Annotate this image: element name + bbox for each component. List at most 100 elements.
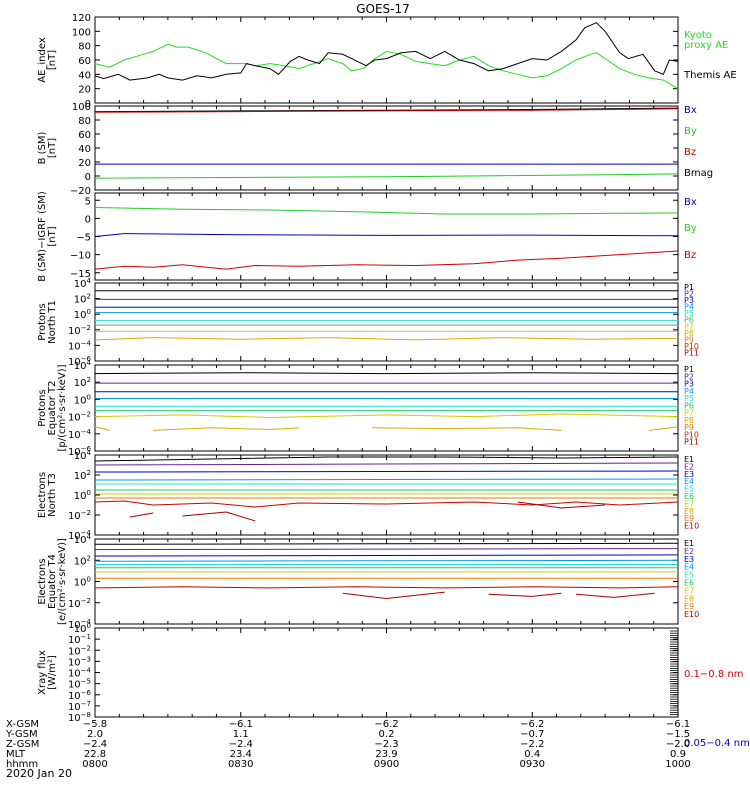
- xaxis-tick-value: 0900: [374, 759, 399, 770]
- ytick-label-bsm: 60: [78, 130, 91, 141]
- legend-en-e9: E9: [684, 514, 694, 523]
- legend-ee-e1: E1: [684, 539, 694, 548]
- xaxis-tick-value: 0.4: [524, 749, 540, 760]
- xaxis-row-label: MLT: [6, 749, 26, 760]
- ytick-label-xray: 10−8: [68, 711, 91, 724]
- legend-ee-e5: E5: [684, 571, 694, 580]
- xaxis-tick-value: 23.9: [375, 749, 397, 760]
- legend-ee-e8: E8: [684, 594, 694, 603]
- panel-frame-ae: [94, 16, 679, 104]
- legend-pe-p1: P1: [684, 365, 694, 374]
- xaxis-tick-value: 22.8: [84, 749, 106, 760]
- xaxis-tick-value: 0800: [82, 759, 107, 770]
- legend-en-e1: E1: [684, 455, 694, 464]
- series-en-e3: [94, 470, 679, 473]
- ylabel-bigrf: [nT]: [47, 226, 58, 246]
- legend-ee-e4: E4: [684, 563, 694, 572]
- legend-en-e10: E10: [684, 522, 699, 531]
- date-label: 2020 Jan 20: [6, 767, 72, 780]
- series-ae-kyoto-proxy-ae: [94, 43, 679, 90]
- legend-ee-e7: E7: [684, 586, 694, 595]
- ylabel-ae: AE_index: [37, 37, 48, 83]
- series-ee-e10c: [575, 592, 655, 598]
- panel-frame-ee: [94, 538, 679, 625]
- ytick-label-ee: 104: [74, 533, 92, 546]
- series-pn-p8: [94, 337, 679, 341]
- legend-pe-p11: P11: [684, 438, 699, 447]
- ytick-label-ae: 120: [72, 13, 91, 24]
- legend-pe-p8: P8: [684, 416, 694, 425]
- legend-pn-p7: P7: [684, 322, 694, 331]
- series-en-e9: [94, 500, 679, 508]
- legend-bsm-bx: Bx: [684, 105, 697, 116]
- ytick-label-xray: 10−3: [68, 655, 91, 668]
- xaxis-tick-value: 0930: [520, 759, 545, 770]
- legend-pn-p3: P3: [684, 296, 694, 305]
- panel-bigrf: −15 −10 −5 0 5 B (SM)−IGRF (SM) [nT] Bx By Bz: [37, 191, 697, 282]
- ytick-label-ee: 100: [74, 576, 91, 589]
- legend-ee-e9: E9: [684, 602, 694, 611]
- panel-frame-pe: [94, 364, 679, 452]
- ytick-label-bsm: −20: [70, 186, 91, 197]
- panel-pn: 104 102 100 10−2 10−4 10−6 Protons North T1 P1P2…: [37, 277, 699, 368]
- ytick-label-bigrf: 5: [85, 196, 91, 207]
- series-bigrf-by: [94, 207, 679, 215]
- panel-bsm: −20 0 20 40 60 80 100 B (SM) [nT] Bx By Bz Bmag: [37, 102, 713, 197]
- ytick-label-pe: 100: [74, 393, 91, 406]
- ytick-label-ae: 40: [78, 70, 91, 81]
- ylabel-ee: Equator T4: [47, 554, 58, 609]
- ytick-label-pn: 100: [74, 308, 91, 321]
- panel-frame-en: [94, 454, 679, 536]
- ytick-label-pn: 104: [74, 277, 92, 290]
- series-en-e10c: [517, 501, 606, 509]
- ytick-label-ee: 10−2: [68, 597, 91, 610]
- series-en-e10b: [182, 511, 256, 522]
- legend-pn-p10: P10: [684, 342, 699, 351]
- xaxis-tick-value: −2.3: [374, 739, 398, 750]
- ytick-label-ee: 102: [74, 554, 91, 567]
- xaxis-tick-value: −6.2: [374, 719, 398, 730]
- series-ee-e3: [94, 554, 679, 557]
- legend-en-e3: E3: [684, 470, 694, 479]
- series-ee-e1: [94, 542, 679, 545]
- series-ee-e2: [94, 548, 679, 551]
- xaxis-row-label: Z-GSM: [6, 739, 39, 750]
- ylabel-ee: Electrons: [37, 558, 48, 604]
- ytick-label-pn: 102: [74, 293, 91, 306]
- xaxis-tick-value: 1000: [665, 759, 690, 770]
- ytick-label-en: 10−4: [68, 529, 92, 542]
- legend-xray-0-1-0-8-nm: 0.1−0.8 nm: [684, 669, 743, 680]
- series-bsm-bz: [94, 108, 679, 113]
- xaxis-tick-value: 23.4: [230, 749, 252, 760]
- legend-pe-p3: P3: [684, 380, 694, 389]
- panel-pe: 104 102 100 10−2 10−4 10−6 Protons Equator T2 [p…: [37, 359, 699, 458]
- ytick-label-bigrf: −10: [70, 251, 91, 262]
- panel-frame-xray: [94, 627, 679, 718]
- ytick-label-en: 104: [74, 449, 92, 462]
- legend-pn-p11: P11: [684, 348, 699, 357]
- series-pe-p8c: [371, 427, 562, 431]
- series-ee-e4: [94, 559, 679, 562]
- ytick-label-xray: 10−7: [68, 700, 91, 713]
- series-bigrf-bz: [94, 250, 679, 270]
- legend-pe-p10: P10: [684, 430, 699, 439]
- xaxis-tick-value: 0.9: [670, 749, 686, 760]
- xaxis-tick-value: 1.1: [233, 729, 249, 740]
- ytick-label-pn: 10−4: [68, 339, 92, 352]
- ytick-label-bsm: 80: [78, 116, 91, 127]
- legend-bigrf-by: By: [684, 223, 697, 234]
- ylabel-xray: Xray flux: [37, 650, 48, 695]
- ylabel-ae: [nT]: [47, 50, 58, 70]
- ytick-label-xray: 10−5: [68, 678, 91, 691]
- ytick-label-pn: 10−2: [68, 324, 91, 337]
- ylabel-bigrf: B (SM)−IGRF (SM): [37, 191, 48, 282]
- series-pe-p1: [94, 372, 679, 375]
- xaxis-tick-value: −5.8: [83, 719, 107, 730]
- ytick-label-xray: 10−6: [68, 689, 92, 702]
- legend-pe-p2: P2: [684, 372, 694, 381]
- legend-ee-e6: E6: [684, 579, 694, 588]
- legend-pn-p1: P1: [684, 283, 694, 292]
- series-en-e10: [129, 512, 154, 518]
